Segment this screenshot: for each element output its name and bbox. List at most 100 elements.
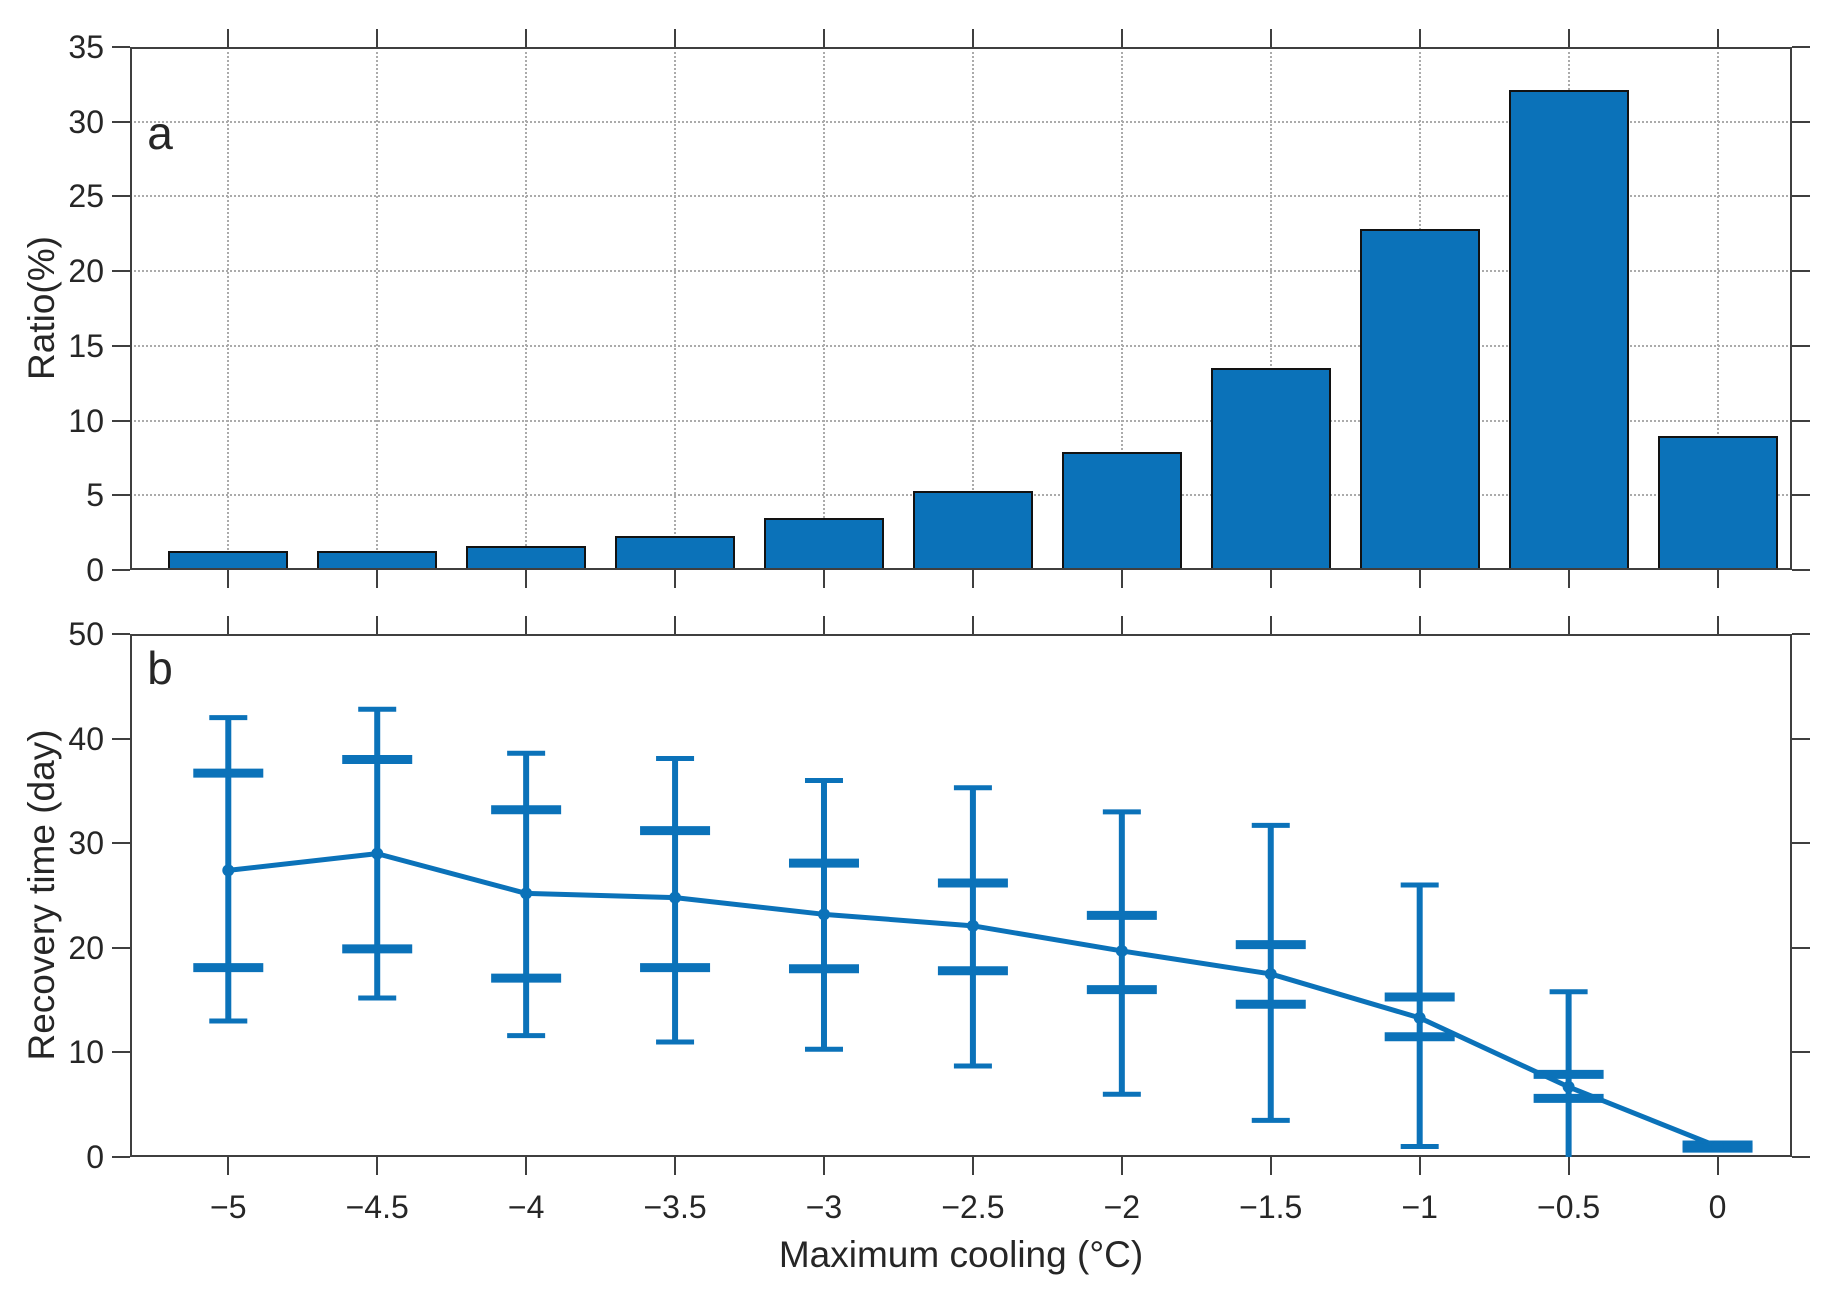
x-tick-label: −3.5 <box>643 1189 707 1225</box>
panel-a-gridline-h <box>130 120 1792 123</box>
mean-marker <box>520 887 533 900</box>
panel-a-y-tick-label: 35 <box>68 29 104 65</box>
panel-b-x-tick-bottom <box>1716 1157 1719 1175</box>
x-axis-label: Maximum cooling (°C) <box>778 1234 1144 1275</box>
panel-b-y-tick-right <box>1792 946 1810 949</box>
panel-a-x-tick-top <box>525 29 528 47</box>
panel-a-gridline-v <box>674 47 677 570</box>
panel-a-x-tick-top <box>376 29 379 47</box>
bar <box>1061 451 1182 570</box>
panel-a-x-tick-top <box>822 29 825 47</box>
panel-a-x-tick-top <box>1567 29 1570 47</box>
panel-b-y-tick-left <box>112 1051 130 1054</box>
mean-marker <box>1264 967 1277 980</box>
panel-b-x-tick-top <box>1418 616 1421 634</box>
panel-a-x-tick-top <box>227 29 230 47</box>
panel-a-x-tick-bottom <box>1120 570 1123 588</box>
mean-marker <box>1562 1080 1575 1093</box>
bar <box>1508 90 1629 570</box>
panel-a-gridline-v <box>971 47 974 570</box>
panel-b-x-tick-bottom <box>376 1157 379 1175</box>
panel-b-y-tick-right <box>1792 1156 1810 1158</box>
bar <box>1210 368 1331 570</box>
panel-b-letter: b <box>147 642 173 694</box>
panel-b-y-tick-left <box>112 842 130 845</box>
panel-b-x-tick-top <box>822 616 825 634</box>
mean-marker <box>222 864 235 877</box>
panel-a-y-tick-label: 10 <box>68 402 104 439</box>
panel-a-y-axis-label: Ratio(%) <box>21 236 62 380</box>
panel-a-x-tick-bottom <box>525 570 528 588</box>
panel-a-x-tick-bottom <box>1716 570 1719 588</box>
panel-a-y-tick-left <box>112 569 130 571</box>
x-tick-label: −2 <box>1103 1189 1141 1225</box>
panel-a-y-tick-right <box>1792 195 1810 198</box>
panel-a-x-tick-top <box>674 29 677 47</box>
mean-marker <box>1115 944 1128 957</box>
panel-a-y-tick-right <box>1792 270 1810 273</box>
panel-a-gridline-v <box>525 47 528 570</box>
panel-b-y-tick-label: 50 <box>68 616 104 652</box>
panel-a-y-tick-left <box>112 344 130 347</box>
mean-marker <box>669 891 682 904</box>
panel-b-y-tick-right <box>1792 1051 1810 1054</box>
panel-b-y-axis-label: Recovery time (day) <box>21 729 62 1061</box>
panel-a-y-tick-right <box>1792 419 1810 422</box>
bar <box>912 490 1033 570</box>
panel-b-y-tick-label: 30 <box>68 825 104 862</box>
panel-a-y-tick-label: 20 <box>68 253 104 290</box>
panel-b-x-tick-bottom <box>822 1157 825 1175</box>
panel-b-x-tick-bottom <box>525 1157 528 1175</box>
mean-marker <box>1413 1011 1426 1024</box>
panel-b-x-tick-top <box>1716 616 1719 634</box>
panel-a-y-tick-right <box>1792 344 1810 347</box>
panel-b-y-tick-left <box>112 946 130 949</box>
panel-a-gridline-v <box>822 47 825 570</box>
panel-b-y-tick-label: 40 <box>68 720 104 757</box>
panel-a-y-tick-left <box>112 419 130 422</box>
panel-a-y-tick-label: 15 <box>68 327 104 364</box>
panel-a-x-tick-bottom <box>1418 570 1421 588</box>
panel-a-x-tick-top <box>1418 29 1421 47</box>
panel-a-y-tick-label: 5 <box>86 477 104 514</box>
panel-a-x-tick-bottom <box>227 570 230 588</box>
panel-a-x-tick-bottom <box>1567 570 1570 588</box>
panel-b-x-tick-bottom <box>971 1157 974 1175</box>
panel-a-x-tick-bottom <box>971 570 974 588</box>
bar <box>615 535 736 570</box>
panel-b-x-tick-bottom <box>1120 1157 1123 1175</box>
mean-marker <box>1711 1140 1724 1153</box>
panel-a-x-tick-bottom <box>674 570 677 588</box>
panel-a-x-tick-bottom <box>822 570 825 588</box>
panel-a-y-tick-label: 30 <box>68 103 104 140</box>
mean-marker <box>817 908 830 921</box>
panel-b-x-tick-top <box>525 616 528 634</box>
x-tick-label: −1.5 <box>1239 1189 1303 1225</box>
panel-b-x-tick-bottom <box>1567 1157 1570 1175</box>
panel-b <box>130 634 1792 1157</box>
panel-a-y-tick-left <box>112 120 130 123</box>
panel-a-x-tick-top <box>1120 29 1123 47</box>
x-tick-label: −2.5 <box>941 1189 1005 1225</box>
panel-a-x-tick-bottom <box>376 570 379 588</box>
panel-a-y-tick-right <box>1792 569 1810 571</box>
x-tick-label: −1 <box>1401 1189 1438 1225</box>
panel-a-y-tick-right <box>1792 120 1810 123</box>
panel-b-x-tick-top <box>1567 616 1570 634</box>
panel-b-y-tick-right <box>1792 633 1810 635</box>
panel-b-y-tick-label: 20 <box>68 929 104 966</box>
panel-b-x-tick-top <box>674 616 677 634</box>
x-tick-label: −3 <box>805 1189 843 1225</box>
mean-marker <box>966 919 979 932</box>
panel-b-x-tick-bottom <box>1418 1157 1421 1175</box>
panel-b-x-tick-top <box>376 616 379 634</box>
panel-a-y-tick-right <box>1792 46 1810 48</box>
panel-a-gridline-v <box>1120 47 1123 570</box>
panel-a-gridline-h <box>130 419 1792 422</box>
panel-a-gridline-v <box>227 47 230 570</box>
panel-a-gridline-h <box>130 270 1792 273</box>
panel-a-y-tick-left <box>112 46 130 48</box>
panel-b-x-tick-bottom <box>1269 1157 1272 1175</box>
panel-a-x-tick-bottom <box>1269 570 1272 588</box>
panel-a-y-tick-right <box>1792 494 1810 497</box>
